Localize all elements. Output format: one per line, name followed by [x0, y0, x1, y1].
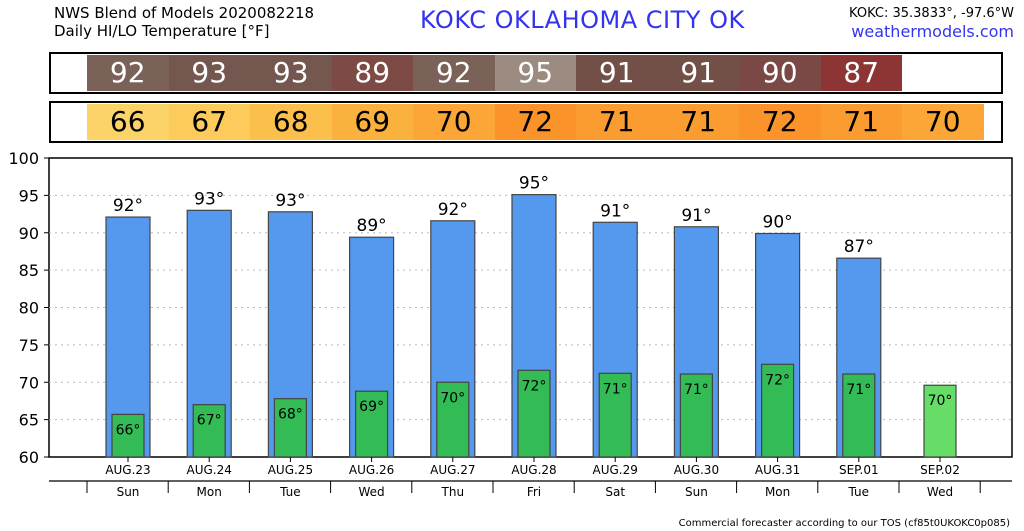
high-temp-cell: 93 — [250, 55, 332, 91]
x-date-label: AUG.30 — [674, 463, 719, 477]
high-bar-label: 90° — [763, 212, 793, 232]
chart-subtitle: Daily HI/LO Temperature [°F] — [54, 22, 270, 40]
low-bar — [760, 363, 795, 458]
high-bar-label: 89° — [357, 216, 387, 236]
x-weekday-label: Thu — [441, 485, 465, 499]
x-date-label: AUG.29 — [593, 463, 638, 477]
low-temp-cell: 72 — [739, 104, 821, 140]
high-temp-cell: 91 — [576, 55, 658, 91]
x-weekday-label: Sun — [685, 485, 708, 499]
low-bar — [111, 413, 145, 458]
y-tick-label: 100 — [8, 149, 39, 168]
y-tick-label: 60 — [19, 448, 39, 467]
low-temp-cell: 71 — [657, 104, 739, 140]
x-weekday-label: Wed — [359, 485, 385, 499]
x-weekday-label: Sun — [117, 485, 140, 499]
low-bar — [517, 369, 551, 458]
station-name: KOKC OKLAHOMA CITY OK — [420, 6, 745, 34]
x-date-label: SEP.02 — [920, 463, 960, 477]
y-tick-label: 95 — [19, 186, 39, 205]
high-bar-label: 87° — [844, 237, 874, 257]
low-temp-cell: 70 — [902, 104, 984, 140]
low-bar — [923, 384, 957, 458]
low-bar-label: 68° — [278, 407, 303, 423]
high-temp-cell: 90 — [739, 55, 821, 91]
x-weekday-label: Tue — [848, 485, 870, 499]
low-temp-cell: 70 — [413, 104, 495, 140]
x-date-label: AUG.28 — [511, 463, 556, 477]
low-bar — [598, 372, 632, 458]
low-bar-label: 70° — [928, 393, 953, 409]
x-weekday-label: Mon — [765, 485, 790, 499]
y-tick-label: 85 — [19, 261, 39, 280]
high-bar-label: 92° — [113, 196, 143, 216]
high-temperature-strip: 92 93 93 89 92 95 91 91 90 87 — [49, 52, 1003, 94]
low-bar-label: 72° — [522, 378, 547, 394]
y-tick-label: 90 — [19, 224, 39, 243]
x-date-label: AUG.24 — [187, 463, 232, 477]
x-weekday-label: Wed — [927, 485, 953, 499]
footer-note: Commercial forecaster according to our T… — [678, 518, 1010, 529]
x-weekday-label: Sat — [605, 485, 625, 499]
low-temp-cell: 66 — [87, 104, 169, 140]
high-temp-cell: 91 — [657, 55, 739, 91]
low-bar — [842, 373, 876, 458]
y-tick-label: 65 — [19, 411, 39, 430]
low-temperature-strip: 66 67 68 69 70 72 71 71 72 71 70 — [49, 101, 1003, 143]
high-bar-label: 92° — [438, 200, 468, 220]
y-tick-label: 70 — [19, 373, 39, 392]
low-bar-label: 72° — [765, 372, 790, 388]
high-bar-label: 95° — [519, 174, 549, 194]
low-temp-cell: 71 — [576, 104, 658, 140]
high-temp-cell: 92 — [413, 55, 495, 91]
station-coordinates: KOKC: 35.3833°, -97.6°W — [849, 6, 1014, 21]
low-bar-label: 69° — [359, 399, 384, 415]
low-temp-cell: 71 — [820, 104, 902, 140]
site-link[interactable]: weathermodels.com — [851, 22, 1014, 41]
x-date-label: AUG.23 — [105, 463, 150, 477]
x-weekday-label: Fri — [527, 485, 541, 499]
x-weekday-label: Tue — [279, 485, 301, 499]
low-temp-cell: 69 — [331, 104, 413, 140]
high-temp-cell: 87 — [820, 55, 902, 91]
high-bar-label: 93° — [194, 189, 224, 209]
low-temp-cell: 67 — [168, 104, 250, 140]
low-bar — [192, 404, 226, 458]
high-bar-label: 91° — [600, 201, 630, 221]
y-tick-label: 75 — [19, 336, 39, 355]
x-date-label: AUG.27 — [430, 463, 475, 477]
x-date-label: AUG.26 — [349, 463, 394, 477]
low-temp-cell: 72 — [494, 104, 576, 140]
y-tick-label: 80 — [19, 299, 39, 318]
high-temp-cell: 92 — [87, 55, 169, 91]
low-bar-label: 71° — [684, 382, 709, 398]
low-temp-cell: 68 — [250, 104, 332, 140]
low-bar-label: 70° — [440, 390, 465, 406]
low-bar-label: 67° — [197, 413, 222, 429]
low-bar — [679, 373, 714, 458]
x-date-label: SEP.01 — [839, 463, 879, 477]
x-date-label: AUG.31 — [755, 463, 800, 477]
chart-title: NWS Blend of Models 2020082218 — [54, 4, 315, 22]
high-temp-cell: 89 — [331, 55, 413, 91]
x-date-label: AUG.25 — [268, 463, 313, 477]
high-temp-cell — [902, 55, 984, 91]
low-bar — [436, 381, 470, 458]
low-bar-label: 71° — [846, 382, 871, 398]
high-bar-label: 91° — [681, 206, 711, 226]
low-bar-label: 71° — [603, 381, 628, 397]
low-bar — [355, 390, 389, 458]
high-bar-label: 93° — [275, 191, 305, 211]
high-temp-cell: 93 — [168, 55, 250, 91]
high-temp-cell: 95 — [494, 55, 576, 91]
x-weekday-label: Mon — [197, 485, 222, 499]
low-bar-label: 66° — [116, 422, 141, 438]
